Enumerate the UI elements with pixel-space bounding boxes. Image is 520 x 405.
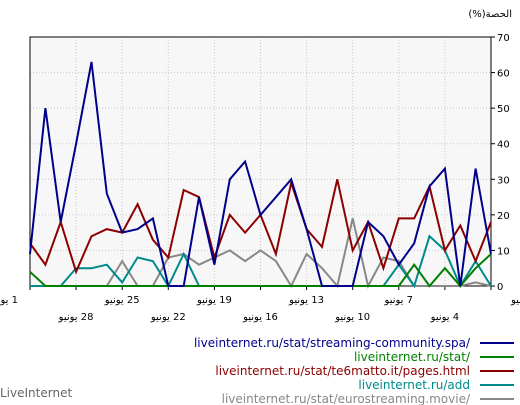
y-tick-label: 40 (497, 140, 510, 151)
y-tick-label: 0 (497, 282, 503, 293)
x-axis-ticks: 1 يوليو 28 يونيو 25 يونيو 22 يونيو 19 يونيو 1… (0, 286, 520, 323)
y-tick-label: 70 (497, 33, 510, 44)
x-tick-label: 22 يونيو (150, 312, 186, 323)
legend-label: liveinternet.ru/stat/streaming-community… (194, 336, 471, 350)
x-tick-label: 13 يونيو (288, 295, 324, 306)
legend-label: liveinternet.ru/add (358, 378, 470, 392)
y-axis-ticks: 0 10 20 30 40 50 60 70 (491, 33, 510, 293)
x-tick-label: 19 يونيو (196, 295, 232, 306)
legend-label: liveinternet.ru/stat/eurostreaming.movie… (222, 392, 471, 405)
x-tick-label: 1 يونيو (510, 295, 520, 306)
y-axis-label: (%)الحصة (468, 9, 512, 20)
x-tick-label: 16 يونيو (242, 312, 278, 323)
y-tick-label: 50 (497, 104, 510, 115)
legend: liveinternet.ru/stat/streaming-community… (194, 336, 514, 405)
series-line (29, 253, 492, 288)
x-tick-label: 4 يونيو (430, 312, 459, 323)
x-tick-label: 7 يونيو (384, 295, 413, 306)
series-line (29, 61, 492, 287)
y-tick-label: 20 (497, 211, 510, 222)
x-tick-label: 1 يوليو (0, 295, 18, 306)
footer-brand: LiveInternet (0, 386, 73, 400)
x-tick-label: 25 يونيو (104, 295, 140, 306)
legend-label: liveinternet.ru/stat/te6matto.it/pages.h… (215, 364, 470, 378)
plot-area (30, 37, 491, 286)
x-tick-label: 28 يونيو (58, 312, 94, 323)
legend-label: liveinternet.ru/stat/ (354, 350, 471, 364)
series-lines (29, 61, 492, 289)
y-tick-label: 60 (497, 69, 510, 80)
y-tick-label: 30 (497, 175, 510, 186)
y-tick-label: 10 (497, 246, 510, 257)
x-tick-label: 10 يونيو (334, 312, 370, 323)
